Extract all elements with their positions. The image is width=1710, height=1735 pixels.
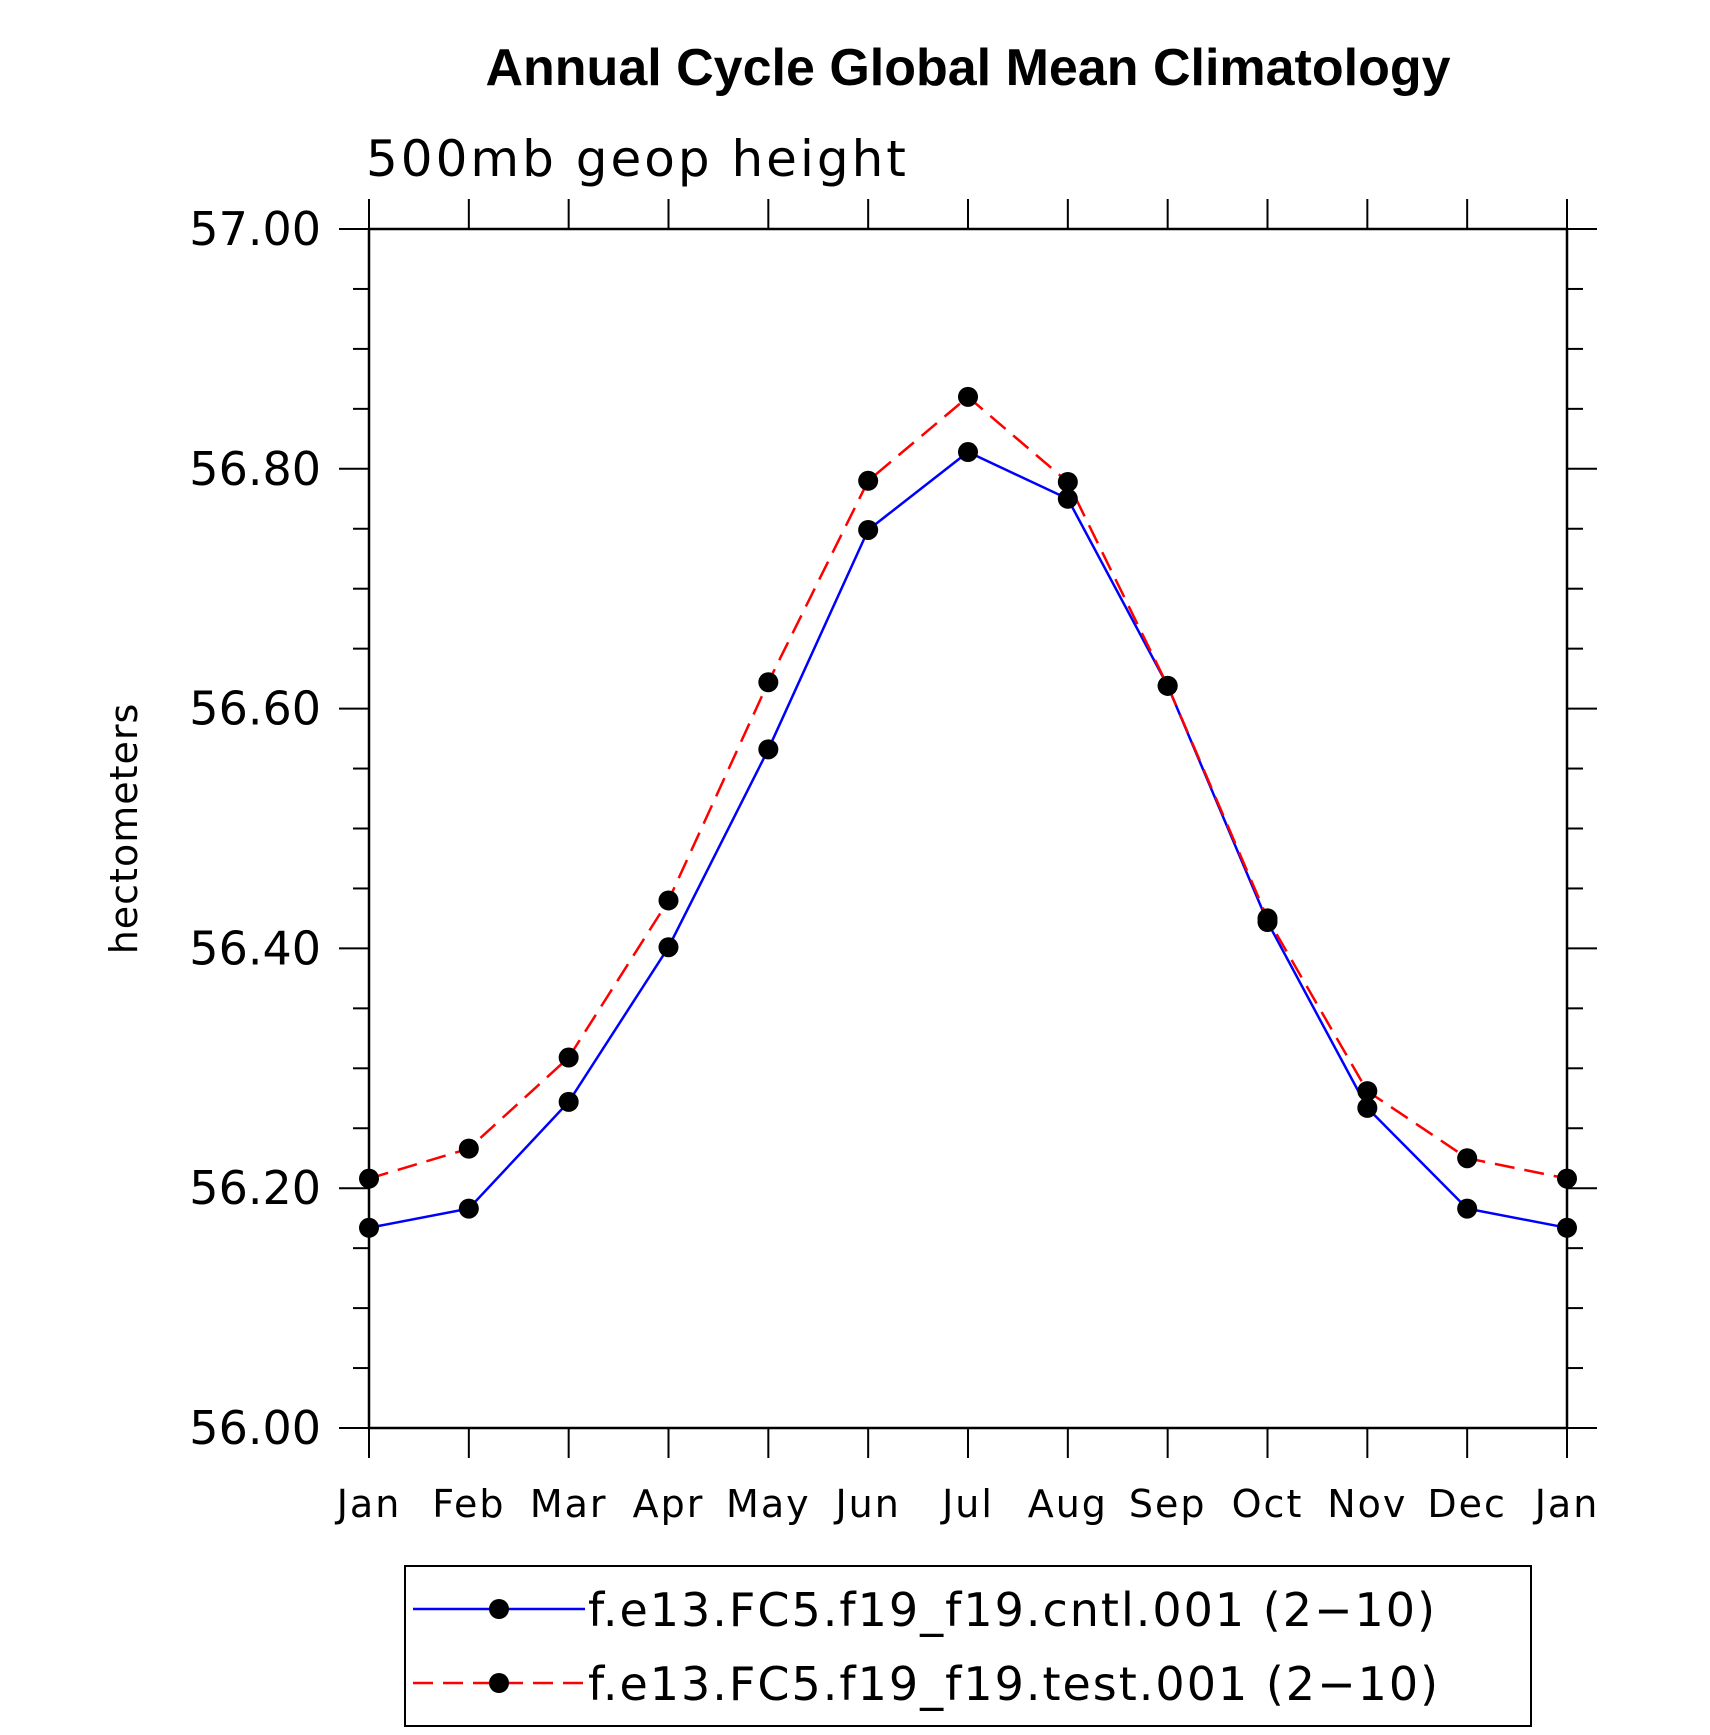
series-1-point: [1157, 675, 1178, 696]
series-0-point: [1557, 1217, 1577, 1238]
x-tick-label: Feb: [432, 1482, 505, 1526]
series-line-0: [368, 450, 1568, 1230]
x-tick-label: Aug: [1028, 1482, 1108, 1526]
x-tick-label: Jan: [1533, 1482, 1600, 1526]
legend: f.e13.FC5.f19_f19.cntl.001 (2−10) f.e13.…: [404, 1565, 1532, 1727]
legend-label-cntl: f.e13.FC5.f19_f19.cntl.001 (2−10): [588, 1583, 1437, 1637]
series-0-point: [858, 519, 879, 540]
x-tick-label: May: [726, 1482, 811, 1526]
series-line-1: [368, 395, 1568, 1180]
plot-border: [367, 227, 1569, 1430]
series-0-point: [458, 1198, 479, 1219]
series-0-point: [1357, 1097, 1378, 1118]
x-tick-label: Nov: [1327, 1482, 1407, 1526]
legend-marker-test: [489, 1673, 509, 1693]
series-0-point: [359, 1217, 379, 1238]
x-tick-labels: Jan Feb Mar Apr May Jun Jul Aug Sep Oct Nov Dec Jan: [335, 1482, 1600, 1526]
series-1-point: [359, 1168, 379, 1189]
y-axis-label: hectometers: [102, 703, 146, 955]
y-tick-labels: 56.00 56.20 56.40 56.60 56.80 57.00: [189, 202, 321, 1455]
legend-box: [404, 1565, 1532, 1727]
series-0-point: [1457, 1198, 1478, 1219]
series-0-point: [958, 442, 978, 463]
series-1-point: [1357, 1081, 1378, 1102]
x-tick-label: Jul: [940, 1482, 994, 1526]
x-tick-label: Sep: [1129, 1482, 1207, 1526]
x-tick-label: Jan: [335, 1482, 402, 1526]
series-1-point: [658, 890, 679, 911]
x-tick-label: Oct: [1232, 1482, 1304, 1526]
y-tick-label: 56.20: [189, 1161, 321, 1215]
series-1-point: [958, 386, 978, 407]
chart-subtitle: 500mb geop height: [366, 130, 909, 188]
y-tick-label: 56.80: [189, 442, 321, 496]
series-1-point: [1457, 1148, 1478, 1169]
y-tick-label: 56.00: [189, 1401, 321, 1455]
series-1-point: [1057, 471, 1078, 492]
series-1-point: [1557, 1168, 1577, 1189]
legend-marker-cntl: [489, 1599, 509, 1619]
y-tick-label: 56.60: [189, 682, 321, 736]
x-tick-label: Apr: [633, 1482, 705, 1526]
x-tick-label: Mar: [530, 1482, 608, 1526]
series-0-point: [758, 739, 779, 760]
y-tick-label: 57.00: [189, 202, 321, 256]
chart-title: Annual Cycle Global Mean Climatology: [485, 39, 1450, 97]
series-1-point: [458, 1138, 479, 1159]
series-1-point: [558, 1047, 579, 1068]
series-markers: [359, 386, 1577, 1238]
series-0-point: [658, 937, 679, 958]
plot-frame: [339, 199, 1597, 1458]
series-lines: [368, 395, 1568, 1230]
series-1-point: [858, 470, 879, 491]
x-tick-label: Jun: [833, 1482, 900, 1526]
series-0-point: [558, 1091, 579, 1112]
series-1-point: [1257, 908, 1278, 929]
x-tick-label: Dec: [1427, 1482, 1507, 1526]
legend-label-test: f.e13.FC5.f19_f19.test.001 (2−10): [588, 1657, 1440, 1711]
series-1-point: [758, 672, 779, 693]
y-tick-label: 56.40: [189, 921, 321, 975]
series-0-point: [1057, 488, 1078, 509]
